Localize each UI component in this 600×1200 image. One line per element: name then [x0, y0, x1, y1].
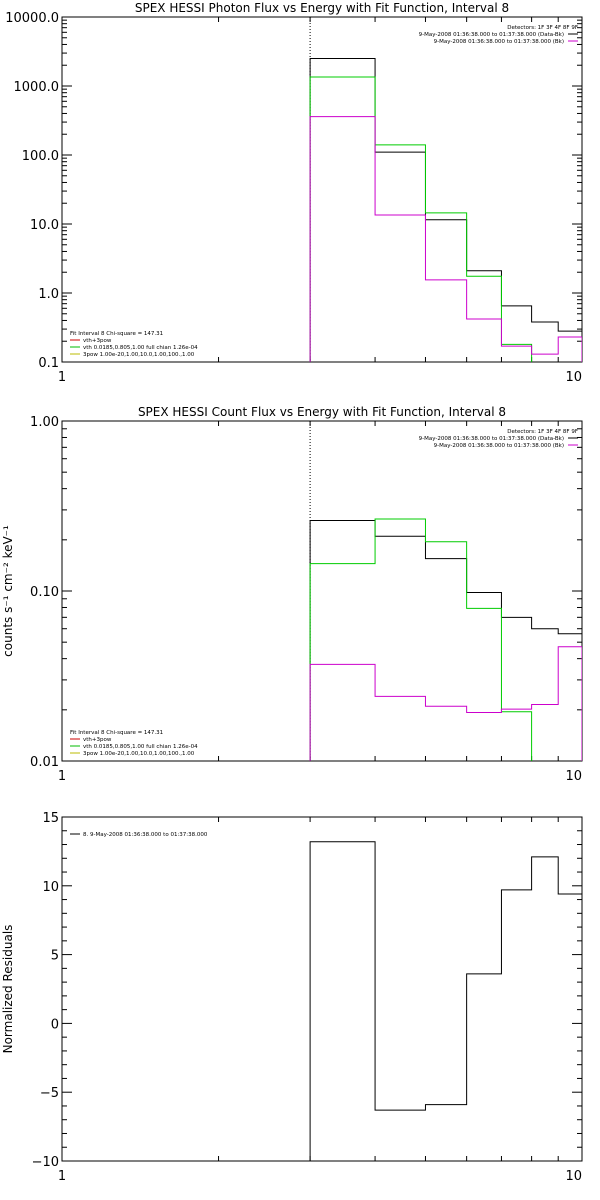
legend-fit-label: vth 0.0185,0.805,1.00 full chian 1.26e-0…: [83, 345, 198, 351]
legend-entry-label: 9-May-2008 01:36:38.000 to 01:37:38.000 …: [419, 436, 564, 442]
series-1-step-line: [309, 841, 582, 1161]
plot-frame: [61, 16, 583, 363]
y-tick-label: 0.01: [30, 755, 59, 770]
series-2-step-line: [309, 76, 533, 362]
y-tick-label: 10000.0: [5, 11, 59, 26]
legend-detectors: Detectors: 1F 3F 4F 8F 9F: [507, 429, 578, 435]
y-tick-label: 5: [51, 949, 59, 964]
legend-fit-title: Fit Interval 8 Chi-square = 147.31: [70, 331, 163, 337]
series-3-step-line: [309, 116, 582, 362]
chart-panel-2: SPEX HESSI Count Flux vs Energy with Fit…: [1, 405, 583, 784]
series-1-step-line: [309, 519, 582, 761]
chart-title: SPEX HESSI Photon Flux vs Energy with Fi…: [135, 1, 509, 15]
legend-residual-label: 8. 9-May-2008 01:36:38.000 to 01:37:38.0…: [83, 832, 208, 838]
x-tick-label: 10: [565, 1169, 582, 1184]
legend-entry-label: 9-May-2008 01:36:38.000 to 01:37:38.000 …: [434, 443, 564, 449]
x-tick-label: 10: [565, 769, 582, 784]
y-tick-label: 100.0: [22, 149, 59, 164]
legend-fit-label: 3pow 1.00e-20,1.00,10.0,1.00,100.,1.00: [83, 352, 195, 358]
x-tick-label: 10: [565, 370, 582, 385]
y-tick-label: 10: [42, 880, 59, 895]
x-tick-label: 1: [58, 769, 66, 784]
legend-entry-label: 9-May-2008 01:36:38.000 to 01:37:38.000 …: [419, 32, 564, 38]
y-tick-label: 1.00: [30, 415, 59, 430]
legend-fit-label: vth 0.0185,0.805,1.00 full chian 1.26e-0…: [83, 744, 198, 750]
legend-detectors: Detectors: 1F 3F 4F 8F 9F: [507, 25, 578, 31]
y-tick-label: 10.0: [30, 218, 59, 233]
y-tick-label: 0: [51, 1017, 59, 1032]
legend-entry-label: 9-May-2008 01:36:38.000 to 01:37:38.000 …: [434, 39, 564, 45]
y-axis-label: Normalized Residuals: [1, 925, 15, 1054]
y-tick-label: 1000.0: [14, 80, 60, 95]
plot-frame: [61, 816, 583, 1162]
x-tick-label: 1: [58, 1169, 66, 1184]
legend-fit-label: vth+3pow: [83, 338, 112, 344]
chart-title: SPEX HESSI Count Flux vs Energy with Fit…: [138, 405, 506, 419]
y-tick-label: 0.10: [30, 585, 59, 600]
chart-panel-3: Normalized Residuals −10 −5 0 5 10 15 1 10 8. 9-M…: [1, 811, 583, 1184]
x-tick-label: 1: [58, 370, 66, 385]
y-tick-label: 15: [42, 811, 59, 826]
y-tick-label: −10: [32, 1155, 59, 1170]
series-1-step-line: [309, 58, 582, 362]
legend-fit-label: 3pow 1.00e-20,1.00,10.0,1.00,100.,1.00: [83, 751, 195, 757]
chart-panel-1: SPEX HESSI Photon Flux vs Energy with Fi…: [5, 1, 583, 385]
series-3-step-line: [309, 646, 582, 761]
y-tick-label: −5: [40, 1086, 59, 1101]
plot-frame: [61, 420, 583, 762]
y-tick-label: 0.1: [38, 356, 59, 371]
y-tick-label: 1.0: [38, 287, 59, 302]
series-2-step-line: [309, 518, 533, 761]
y-axis-label: counts s⁻¹ cm⁻² keV⁻¹: [1, 525, 15, 657]
legend-fit-label: vth+3pow: [83, 737, 112, 743]
legend-fit-title: Fit Interval 8 Chi-square = 147.31: [70, 730, 163, 736]
